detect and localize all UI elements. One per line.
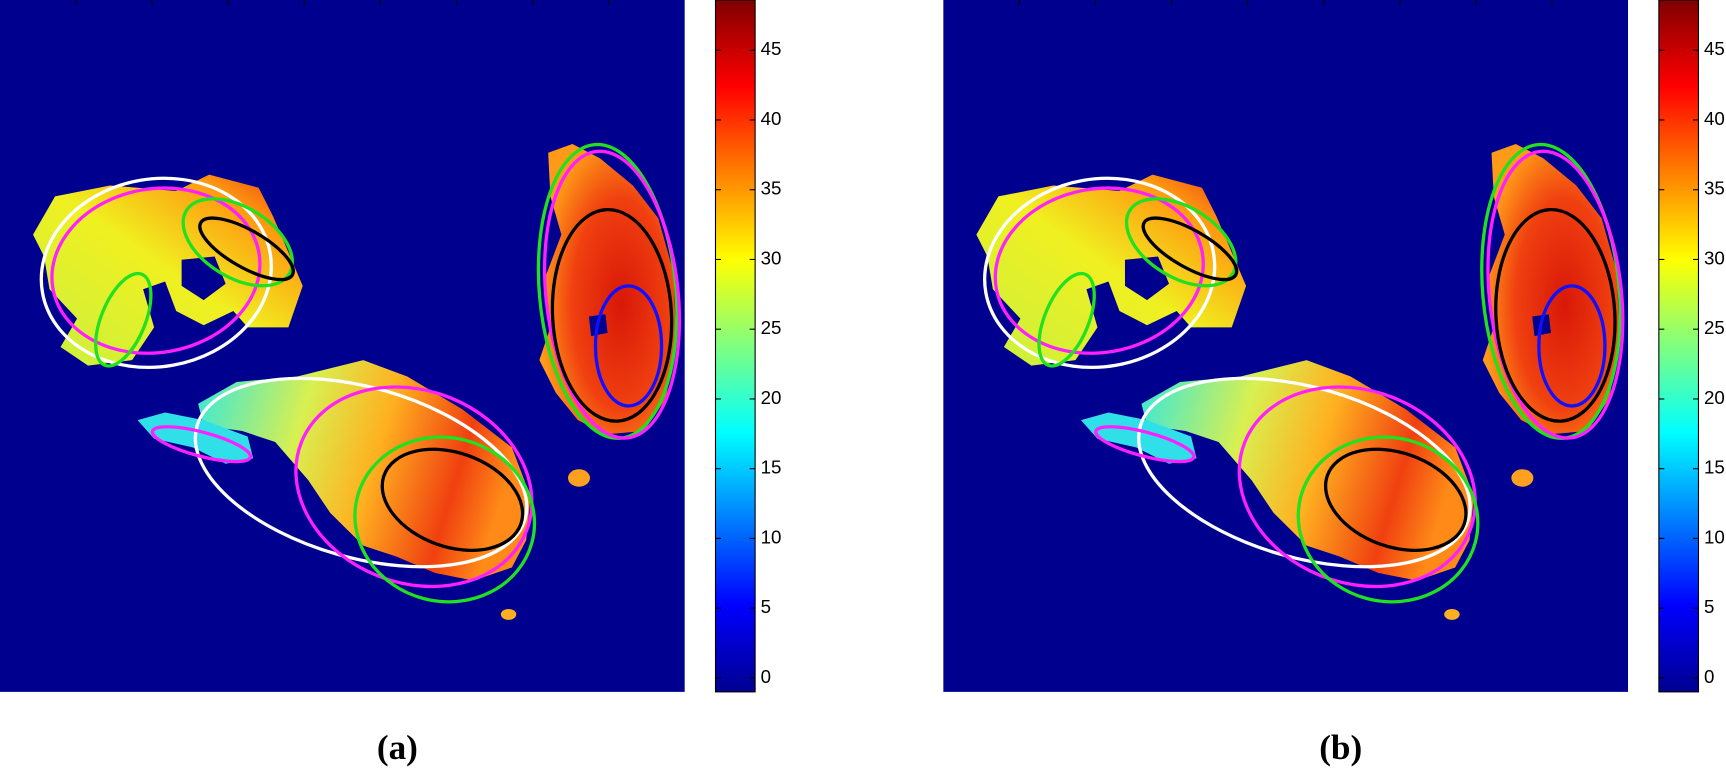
colorbar-tick-label: 45	[1704, 38, 1725, 59]
colorbar-tick-label: 10	[1704, 526, 1725, 547]
caption: (a)	[377, 728, 418, 767]
colorbar-tick-label: 30	[1704, 247, 1725, 268]
colorbar-tick-label: 45	[761, 38, 782, 59]
colorbar-tick-label: 20	[761, 387, 782, 408]
colorbar-tick-label: 40	[761, 108, 782, 129]
colorbar-tick-label: 40	[1704, 108, 1725, 129]
colorbar-tick-label: 15	[761, 457, 782, 478]
colorbar-tick-label: 5	[1704, 596, 1714, 617]
colorbar-tick-label: 0	[761, 666, 771, 687]
colorbar-tick-label: 0	[1704, 666, 1714, 687]
colorbar	[1658, 0, 1700, 693]
colorbar-tick-label: 20	[1704, 387, 1725, 408]
colorbar-tick-label: 25	[761, 317, 782, 338]
colorbar	[714, 0, 756, 693]
colorbar-tick-label: 35	[1704, 178, 1725, 199]
colorbar-tick-label: 25	[1704, 317, 1725, 338]
colorbar-tick-label: 35	[761, 178, 782, 199]
colorbar-tick-label: 15	[1704, 457, 1725, 478]
colorbar-tick-label: 10	[761, 526, 782, 547]
caption: (b)	[1319, 728, 1362, 767]
colorbar-tick-label: 30	[761, 247, 782, 268]
colorbar-tick-label: 5	[761, 596, 771, 617]
